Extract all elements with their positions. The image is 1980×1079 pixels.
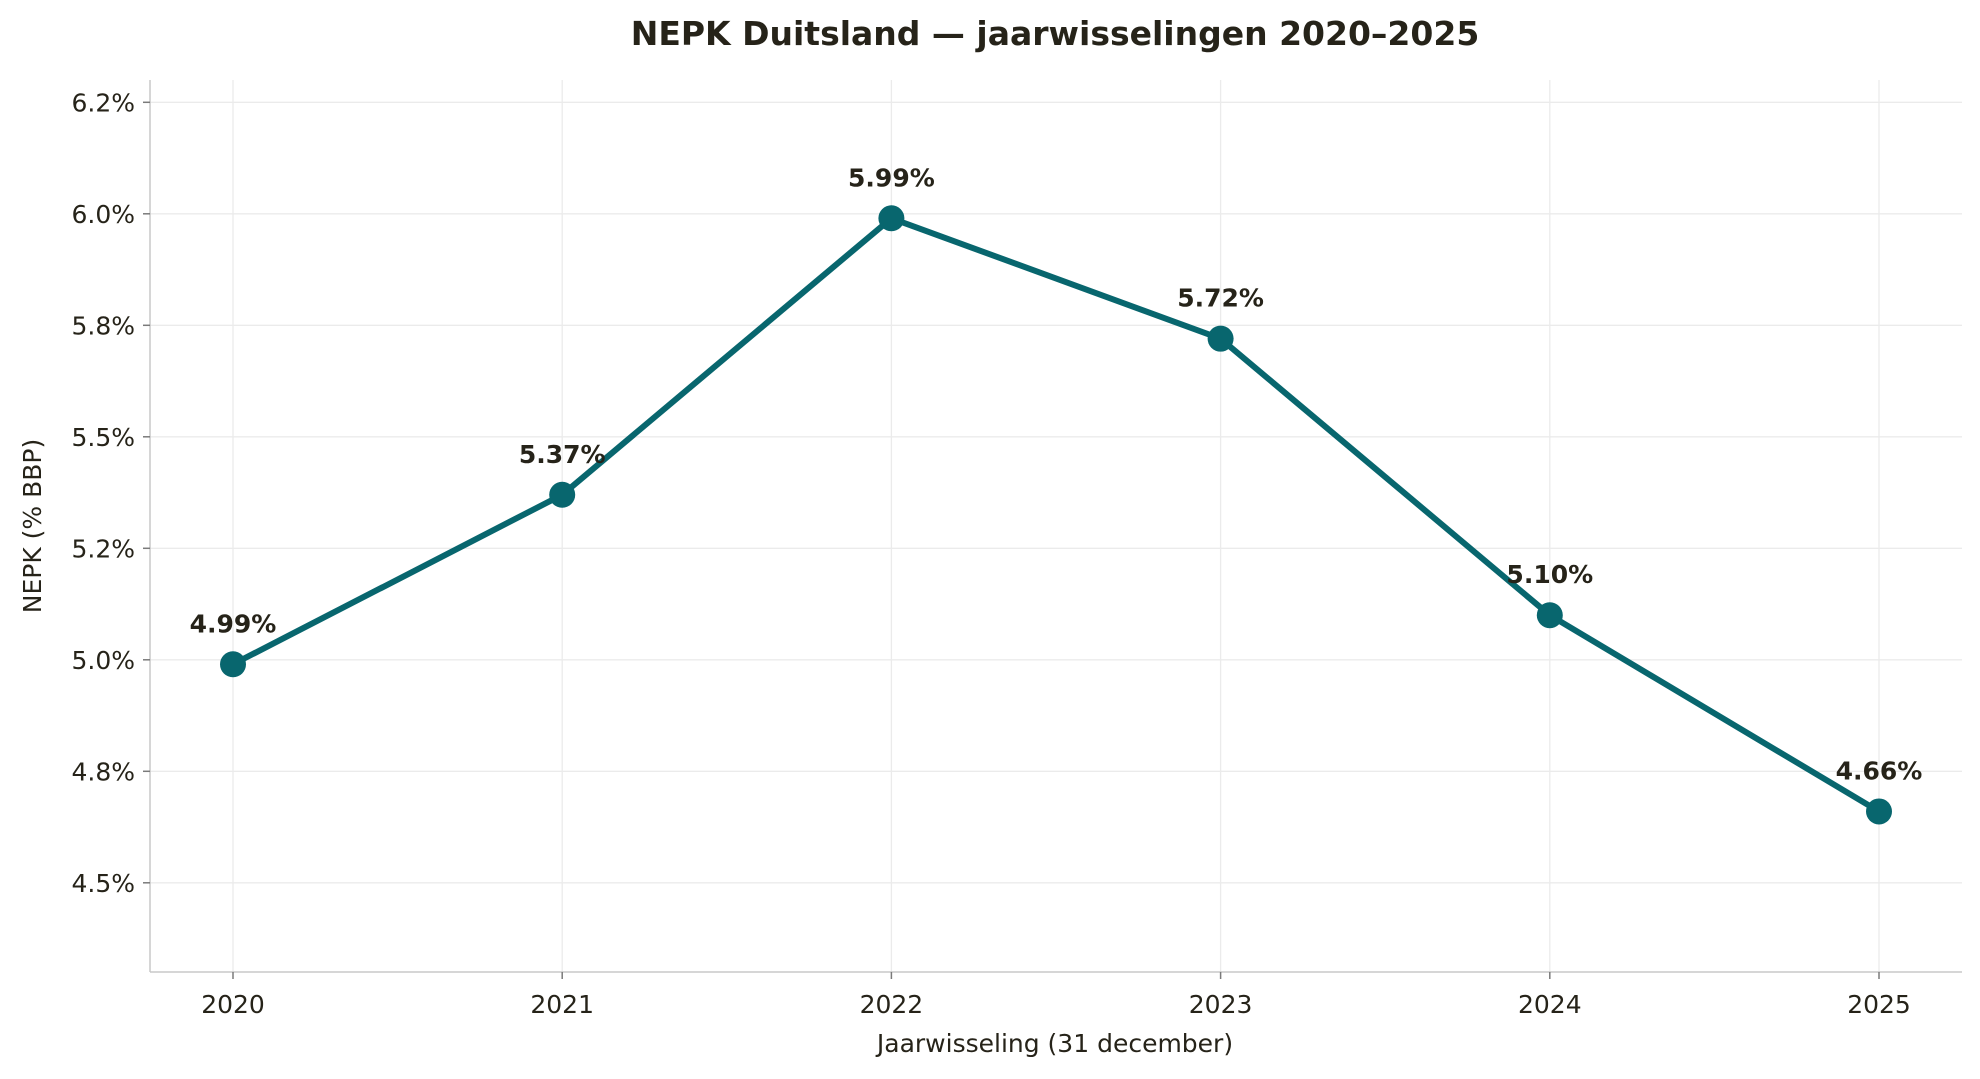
data-label: 4.66%	[1836, 756, 1923, 785]
y-axis-label: NEPK (% BBP)	[18, 439, 47, 614]
x-tick-label: 2025	[1847, 990, 1911, 1019]
data-point	[1207, 325, 1234, 352]
y-tick-label: 5.8%	[71, 311, 135, 340]
x-axis-label: Jaarwisseling (31 december)	[875, 1029, 1233, 1058]
x-tick-label: 2023	[1189, 990, 1253, 1019]
data-point	[1536, 602, 1563, 629]
y-tick-label: 5.5%	[71, 423, 135, 452]
chart-title: NEPK Duitsland — jaarwisselingen 2020–20…	[631, 14, 1480, 53]
y-tick-label: 4.5%	[71, 869, 135, 898]
y-tick-label: 5.2%	[71, 534, 135, 563]
data-label: 5.10%	[1506, 560, 1593, 589]
y-tick-label: 6.2%	[71, 88, 135, 117]
data-point	[220, 651, 246, 678]
data-label: 4.99%	[190, 609, 277, 638]
data-label: 5.37%	[519, 440, 606, 469]
x-tick-label: 2020	[201, 990, 265, 1019]
y-tick-label: 6.0%	[71, 200, 135, 229]
x-tick-label: 2024	[1518, 990, 1582, 1019]
x-axis-ticks: 2020 2021 2022 2023 2024 2025	[201, 972, 1911, 1019]
y-tick-label: 4.8%	[71, 757, 135, 786]
data-label: 5.99%	[848, 163, 935, 192]
data-point	[1866, 798, 1892, 825]
series-layer: 4.99% 5.37% 5.99% 5.72% 5.10% 4.66%	[190, 163, 1923, 825]
data-label: 5.72%	[1177, 284, 1264, 313]
y-gridlines	[150, 101, 1962, 884]
data-point	[878, 205, 905, 232]
x-tick-label: 2022	[860, 990, 924, 1019]
y-axis-ticks: 4.5% 4.8% 5.0% 5.2% 5.5% 5.8% 6.0% 6.2%	[71, 88, 150, 898]
series-line	[230, 215, 1882, 815]
x-tick-label: 2021	[530, 990, 594, 1019]
y-tick-label: 5.0%	[71, 646, 135, 675]
data-point	[549, 481, 576, 508]
